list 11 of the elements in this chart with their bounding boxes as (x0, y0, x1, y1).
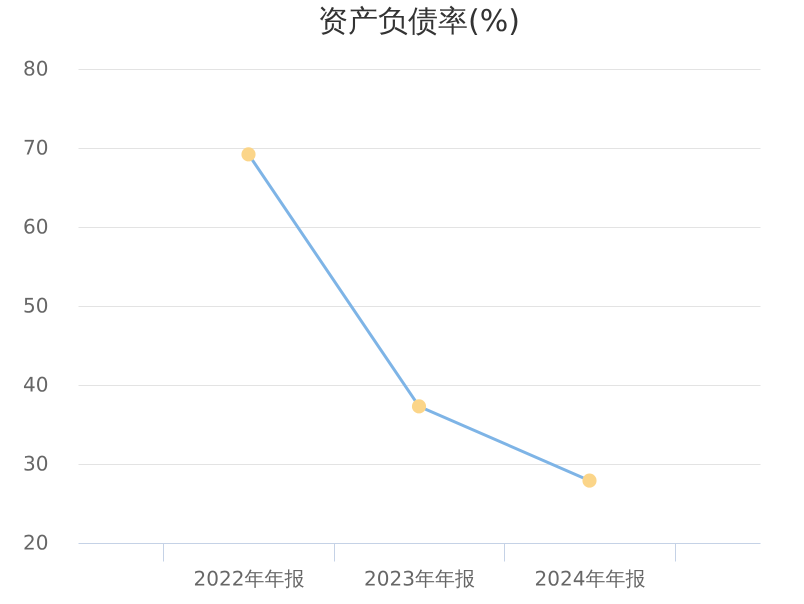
x-tick-label: 2023年年报 (364, 566, 475, 590)
x-tick-label: 2024年年报 (534, 566, 646, 590)
chart-title: 资产负债率(%) (318, 4, 520, 39)
y-tick-label: 30 (23, 452, 48, 476)
y-tick-label: 80 (23, 56, 48, 80)
y-tick-label: 60 (23, 214, 48, 238)
x-tick-label: 2022年年报 (194, 566, 304, 590)
y-tick-label: 50 (23, 294, 48, 318)
y-tick-label: 70 (23, 136, 48, 160)
y-tick-label: 40 (23, 372, 48, 396)
y-tick-label: 20 (23, 530, 48, 554)
